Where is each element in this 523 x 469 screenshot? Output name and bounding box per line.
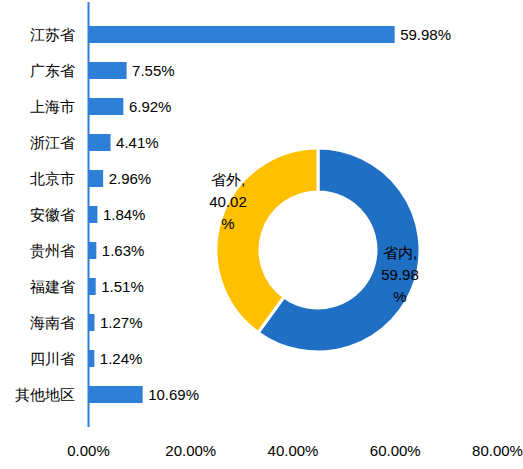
svg-text:60.00%: 60.00% [370,442,421,459]
svg-text:1.24%: 1.24% [100,350,143,367]
svg-text:7.55%: 7.55% [132,62,175,79]
svg-text:海南省: 海南省 [30,314,75,331]
svg-text:1.27%: 1.27% [100,314,143,331]
svg-text:0.00%: 0.00% [67,442,110,459]
svg-text:贵州省: 贵州省 [30,242,75,259]
svg-text:4.41%: 4.41% [116,134,159,151]
svg-text:上海市: 上海市 [30,98,75,115]
svg-text:四川省: 四川省 [30,350,75,367]
svg-text:2.96%: 2.96% [109,170,152,187]
svg-text:省外,40.02%: 省外,40.02% [209,171,247,232]
svg-text:福建省: 福建省 [30,278,75,295]
svg-text:广东省: 广东省 [30,62,75,79]
svg-text:59.98%: 59.98% [400,26,451,43]
svg-text:80.00%: 80.00% [472,442,523,459]
svg-text:1.84%: 1.84% [103,206,146,223]
svg-text:10.69%: 10.69% [148,386,199,403]
svg-text:1.63%: 1.63% [102,242,145,259]
svg-text:20.00%: 20.00% [165,442,216,459]
svg-text:浙江省: 浙江省 [30,134,75,151]
svg-text:1.51%: 1.51% [101,278,144,295]
svg-text:江苏省: 江苏省 [30,26,75,43]
svg-text:北京市: 北京市 [30,170,75,187]
svg-text:省内,59.98%: 省内,59.98% [381,244,419,305]
svg-text:40.00%: 40.00% [268,442,319,459]
svg-text:其他地区: 其他地区 [15,386,75,403]
svg-text:6.92%: 6.92% [129,98,172,115]
svg-text:安徽省: 安徽省 [30,206,75,223]
